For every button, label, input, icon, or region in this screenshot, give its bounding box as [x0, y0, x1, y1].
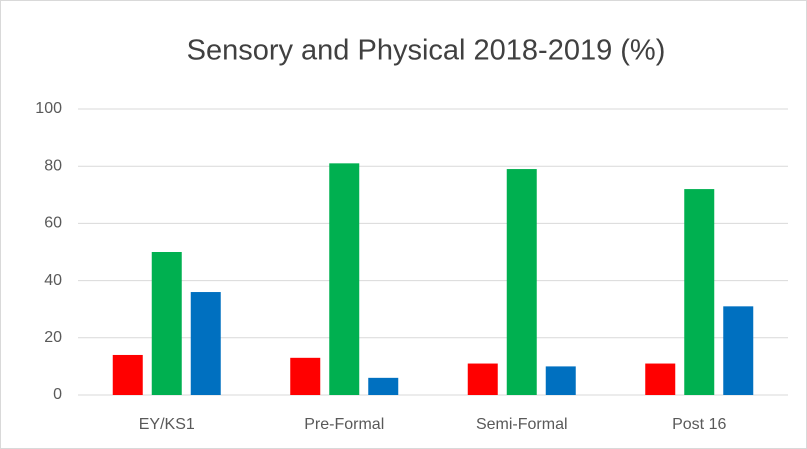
y-tick-label: 40 — [44, 272, 62, 289]
x-tick-label: Semi-Formal — [476, 416, 568, 433]
bar — [368, 377, 399, 395]
x-tick-label: Post 16 — [672, 416, 726, 433]
bar — [112, 354, 143, 395]
bar — [467, 363, 498, 395]
bar — [506, 169, 537, 395]
y-tick-label: 100 — [35, 100, 62, 117]
bar — [190, 292, 221, 395]
x-tick-label: Pre-Formal — [304, 416, 384, 433]
y-tick-label: 20 — [44, 329, 62, 346]
y-tick-label: 0 — [53, 386, 62, 403]
bar — [290, 357, 321, 395]
y-tick-label: 80 — [44, 157, 62, 174]
bar — [545, 366, 576, 395]
y-tick-label: 60 — [44, 215, 62, 232]
bar — [329, 163, 360, 395]
bar — [723, 306, 754, 395]
bar — [684, 189, 715, 395]
chart-title: Sensory and Physical 2018-2019 (%) — [187, 35, 666, 67]
bar — [645, 363, 676, 395]
x-tick-label: EY/KS1 — [139, 416, 195, 433]
bar — [151, 252, 182, 395]
